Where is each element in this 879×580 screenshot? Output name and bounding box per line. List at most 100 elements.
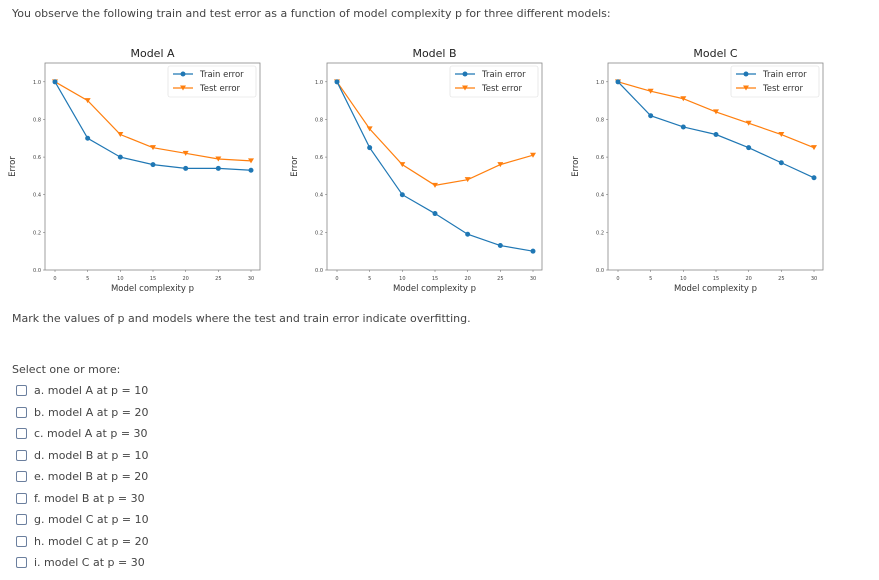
checkbox[interactable] bbox=[16, 406, 27, 418]
checkbox[interactable] bbox=[16, 492, 27, 504]
option-label: e. model B at p = 20 bbox=[34, 470, 149, 484]
legend-label: Test error bbox=[199, 84, 241, 94]
test-point bbox=[778, 132, 785, 138]
options-list: a. model A at p = 10 b. model A at p = 20… bbox=[16, 380, 149, 574]
option-label: d. model B at p = 10 bbox=[34, 448, 149, 462]
x-tick-label: 20 bbox=[182, 276, 188, 282]
test-point bbox=[530, 152, 536, 158]
x-tick-label: 30 bbox=[811, 276, 817, 282]
train-point bbox=[615, 79, 621, 85]
option-label: c. model A at p = 30 bbox=[34, 427, 148, 441]
test-point bbox=[432, 182, 438, 188]
train-point bbox=[746, 145, 752, 151]
option-d[interactable]: d. model B at p = 10 bbox=[16, 445, 149, 467]
plot-frame bbox=[607, 62, 824, 271]
train-point bbox=[713, 132, 719, 138]
checkbox[interactable] bbox=[16, 514, 27, 526]
y-tick-label: 0.4 bbox=[315, 193, 323, 199]
select-label: Select one or more: bbox=[12, 363, 121, 376]
train-point bbox=[248, 167, 254, 173]
test-point bbox=[745, 120, 752, 126]
x-tick-label: 20 bbox=[464, 276, 470, 282]
test-point bbox=[811, 145, 817, 151]
option-label: g. model C at p = 10 bbox=[34, 513, 149, 527]
y-axis-label: Error bbox=[8, 156, 18, 177]
option-label: b. model A at p = 20 bbox=[34, 405, 149, 419]
x-tick-label: 15 bbox=[150, 276, 156, 282]
train-point bbox=[52, 79, 58, 85]
plot-frame bbox=[326, 62, 543, 271]
x-tick-label: 0 bbox=[53, 276, 56, 282]
y-tick-label: 0.8 bbox=[315, 117, 323, 123]
test-point bbox=[182, 150, 189, 156]
train-point bbox=[334, 79, 340, 85]
checkbox[interactable] bbox=[16, 535, 27, 547]
option-e[interactable]: e. model B at p = 20 bbox=[16, 466, 149, 488]
test-point bbox=[84, 98, 91, 104]
checkbox[interactable] bbox=[16, 385, 27, 397]
chart-title: Model A bbox=[130, 47, 175, 60]
option-label: f. model B at p = 30 bbox=[34, 491, 145, 505]
x-tick-label: 15 bbox=[432, 276, 438, 282]
test-point bbox=[680, 96, 687, 102]
x-tick-label: 5 bbox=[86, 276, 89, 282]
checkbox[interactable] bbox=[16, 471, 27, 483]
legend-marker bbox=[462, 71, 468, 77]
test-point bbox=[117, 132, 124, 138]
y-tick-label: 0.4 bbox=[33, 193, 41, 199]
train-point bbox=[85, 135, 91, 141]
y-tick-label: 0.6 bbox=[33, 155, 41, 161]
y-tick-label: 0.8 bbox=[596, 117, 604, 123]
y-tick-label: 0.8 bbox=[33, 117, 41, 123]
train-point bbox=[680, 124, 686, 130]
legend-marker bbox=[180, 71, 186, 77]
instruction-text: Mark the values of p and models where th… bbox=[12, 312, 471, 325]
y-axis-label: Error bbox=[290, 156, 300, 177]
option-a[interactable]: a. model A at p = 10 bbox=[16, 380, 149, 402]
x-axis-label: Model complexity p bbox=[111, 284, 194, 294]
test-point bbox=[150, 145, 156, 151]
option-i[interactable]: i. model C at p = 30 bbox=[16, 552, 149, 574]
x-tick-label: 25 bbox=[497, 276, 503, 282]
y-tick-label: 0.6 bbox=[315, 155, 323, 161]
train-point bbox=[465, 231, 471, 237]
legend-label: Test error bbox=[481, 84, 523, 94]
x-tick-label: 5 bbox=[649, 276, 652, 282]
option-h[interactable]: h. model C at p = 20 bbox=[16, 531, 149, 553]
chart-model-c: Model C 0 5 10 15 20 25 30 0.0 0.2 0.4 0.6 0.8 1.0 Mod… bbox=[563, 40, 853, 302]
question-text: You observe the following train and test… bbox=[12, 7, 611, 20]
x-tick-label: 10 bbox=[117, 276, 123, 282]
legend-marker bbox=[743, 85, 749, 91]
y-tick-label: 0.0 bbox=[315, 268, 323, 274]
test-point bbox=[366, 126, 373, 132]
legend-marker bbox=[462, 85, 468, 91]
test-point bbox=[464, 177, 471, 183]
checkbox[interactable] bbox=[16, 428, 27, 440]
legend-marker bbox=[743, 71, 749, 77]
train-point bbox=[811, 175, 817, 181]
option-b[interactable]: b. model A at p = 20 bbox=[16, 402, 149, 424]
option-g[interactable]: g. model C at p = 10 bbox=[16, 509, 149, 531]
train-point bbox=[432, 211, 438, 217]
chart-model-b: Model B 0 5 10 15 20 25 30 0.0 0.2 0.4 0.6 0.8 1.0 Mod… bbox=[282, 40, 572, 302]
train-point bbox=[778, 160, 784, 166]
y-tick-label: 0.2 bbox=[33, 230, 41, 236]
checkbox[interactable] bbox=[16, 557, 27, 569]
x-tick-label: 10 bbox=[399, 276, 405, 282]
train-point bbox=[648, 113, 654, 119]
y-tick-label: 0.0 bbox=[596, 268, 604, 274]
legend-label: Train error bbox=[481, 70, 526, 80]
checkbox[interactable] bbox=[16, 449, 27, 461]
x-tick-label: 30 bbox=[530, 276, 536, 282]
x-tick-label: 15 bbox=[713, 276, 719, 282]
train-point bbox=[367, 145, 373, 151]
option-f[interactable]: f. model B at p = 30 bbox=[16, 488, 149, 510]
legend-label: Train error bbox=[762, 70, 807, 80]
x-tick-label: 0 bbox=[335, 276, 338, 282]
test-point bbox=[399, 162, 406, 168]
x-tick-label: 25 bbox=[778, 276, 784, 282]
option-c[interactable]: c. model A at p = 30 bbox=[16, 423, 149, 445]
test-point bbox=[713, 109, 719, 115]
chart-model-a: Model A 0 5 10 15 20 25 30 0.0 0.2 0.4 0.6 0.8 1.0 Mod… bbox=[0, 40, 290, 302]
test-point bbox=[497, 162, 504, 168]
